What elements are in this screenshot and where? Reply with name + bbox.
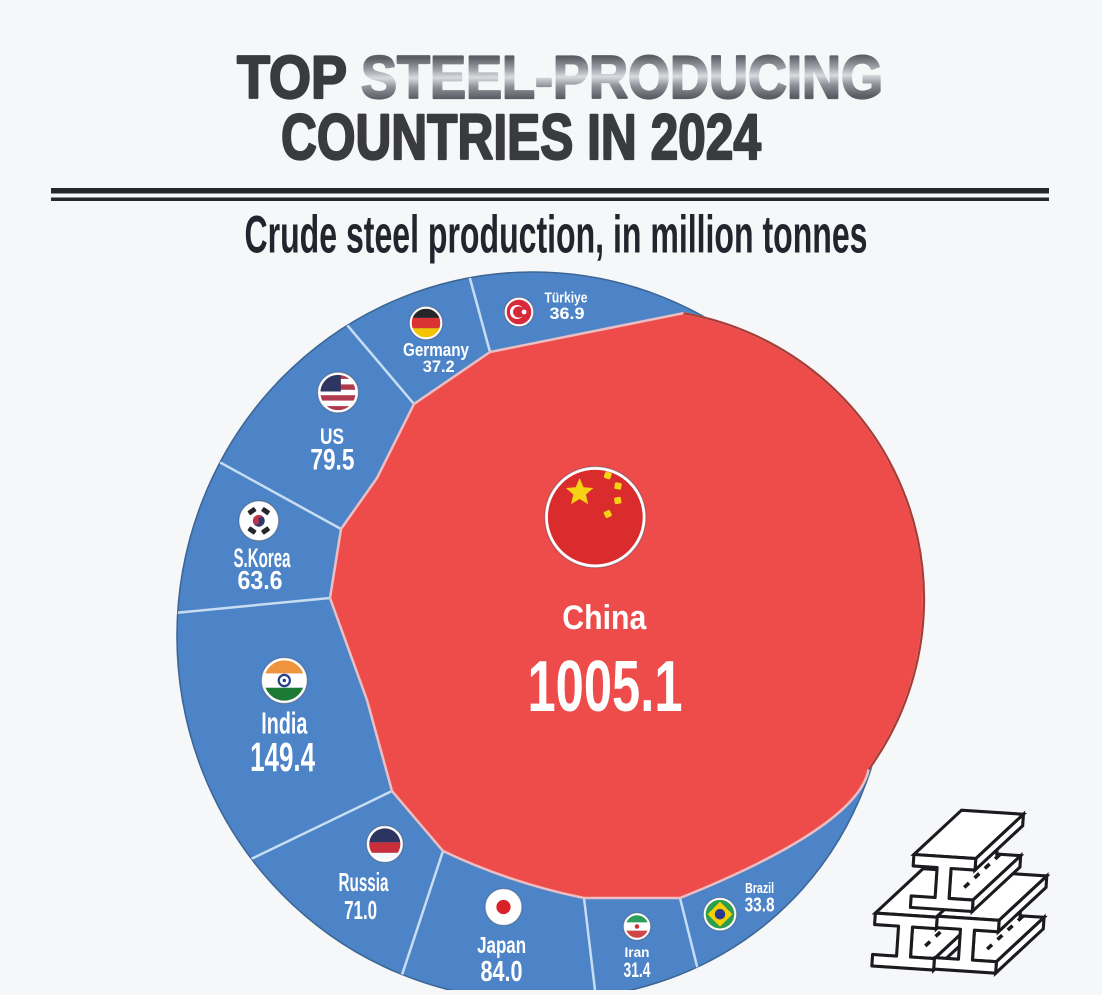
svg-text:1005.1: 1005.1 bbox=[528, 647, 683, 727]
svg-text:Iran: Iran bbox=[625, 944, 650, 960]
svg-text:84.0: 84.0 bbox=[481, 956, 523, 988]
svg-text:Japan: Japan bbox=[477, 932, 526, 958]
svg-text:Russia: Russia bbox=[339, 867, 389, 897]
svg-text:TOP STEEL-PRODUCING: TOP STEEL-PRODUCING bbox=[237, 44, 883, 111]
svg-text:Crude steel production, in mil: Crude steel production, in million tonne… bbox=[245, 205, 868, 264]
svg-text:Türkiye: Türkiye bbox=[545, 290, 588, 307]
svg-text:India: India bbox=[261, 705, 307, 740]
svg-text:149.4: 149.4 bbox=[250, 734, 315, 780]
svg-text:US: US bbox=[320, 424, 344, 449]
svg-text:37.2: 37.2 bbox=[423, 357, 455, 376]
svg-text:36.9: 36.9 bbox=[550, 304, 585, 323]
svg-text:S.Korea: S.Korea bbox=[234, 543, 292, 573]
svg-text:Brazil: Brazil bbox=[745, 880, 774, 897]
svg-text:63.6: 63.6 bbox=[238, 565, 283, 595]
svg-text:33.8: 33.8 bbox=[745, 895, 775, 917]
svg-text:71.0: 71.0 bbox=[344, 895, 377, 925]
svg-text:China: China bbox=[562, 599, 647, 637]
svg-text:79.5: 79.5 bbox=[310, 444, 354, 477]
svg-text:31.4: 31.4 bbox=[624, 959, 651, 982]
svg-text:Germany: Germany bbox=[403, 339, 470, 360]
svg-text:COUNTRIES IN 2024: COUNTRIES IN 2024 bbox=[281, 101, 761, 173]
